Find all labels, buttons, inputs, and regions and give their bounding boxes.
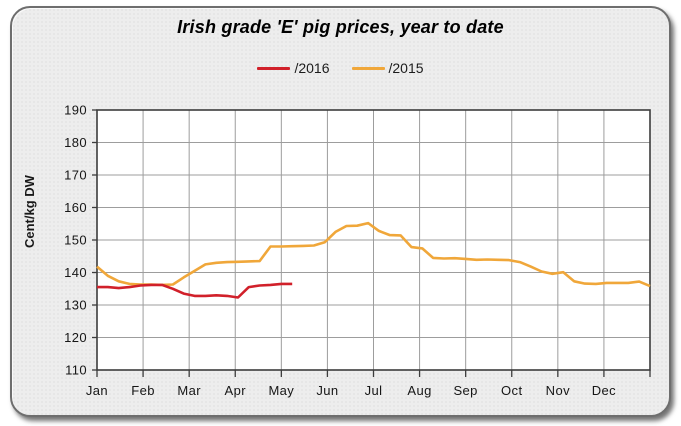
y-tick-label: 140 bbox=[64, 265, 87, 280]
y-tick-label: 180 bbox=[64, 135, 87, 150]
legend-swatch-2016-line bbox=[257, 66, 291, 70]
chart-title: Irish grade 'E' pig prices, year to date bbox=[177, 17, 504, 37]
x-tick-label: Jul bbox=[365, 383, 383, 398]
y-tick-label: 130 bbox=[64, 298, 87, 313]
y-tick-label: 150 bbox=[64, 233, 87, 248]
legend-swatch-2015-line bbox=[351, 66, 385, 70]
x-tick-label: Jan bbox=[86, 383, 108, 398]
x-tick-label: Dec bbox=[592, 383, 616, 398]
series-line-2015 bbox=[96, 221, 651, 288]
x-tick-label: Mar bbox=[177, 383, 201, 398]
x-tick-label: Oct bbox=[501, 383, 522, 398]
series-line-2016 bbox=[97, 282, 293, 299]
legend-item-2015: /2015 bbox=[351, 60, 424, 76]
x-tick-label: Nov bbox=[546, 383, 570, 398]
x-tick-label: Aug bbox=[407, 383, 431, 398]
x-tick-label: Jun bbox=[316, 383, 338, 398]
x-tick-label: May bbox=[268, 383, 294, 398]
chart-legend: /2016 /2015 bbox=[0, 60, 681, 76]
plot-frame bbox=[96, 109, 651, 371]
x-tick-label: Feb bbox=[131, 383, 155, 398]
x-tick-label: Sep bbox=[453, 383, 477, 398]
legend-label-2016: /2016 bbox=[294, 60, 330, 76]
y-tick-label: 120 bbox=[64, 330, 87, 345]
y-tick-label: 110 bbox=[65, 363, 87, 378]
y-tick-label: 160 bbox=[64, 200, 87, 215]
legend-label-2015: /2015 bbox=[388, 60, 424, 76]
legend-item-2016: /2016 bbox=[257, 60, 330, 76]
y-tick-label: 190 bbox=[64, 103, 87, 118]
x-tick-label: Apr bbox=[225, 383, 247, 398]
y-tick-label: 170 bbox=[64, 168, 87, 183]
